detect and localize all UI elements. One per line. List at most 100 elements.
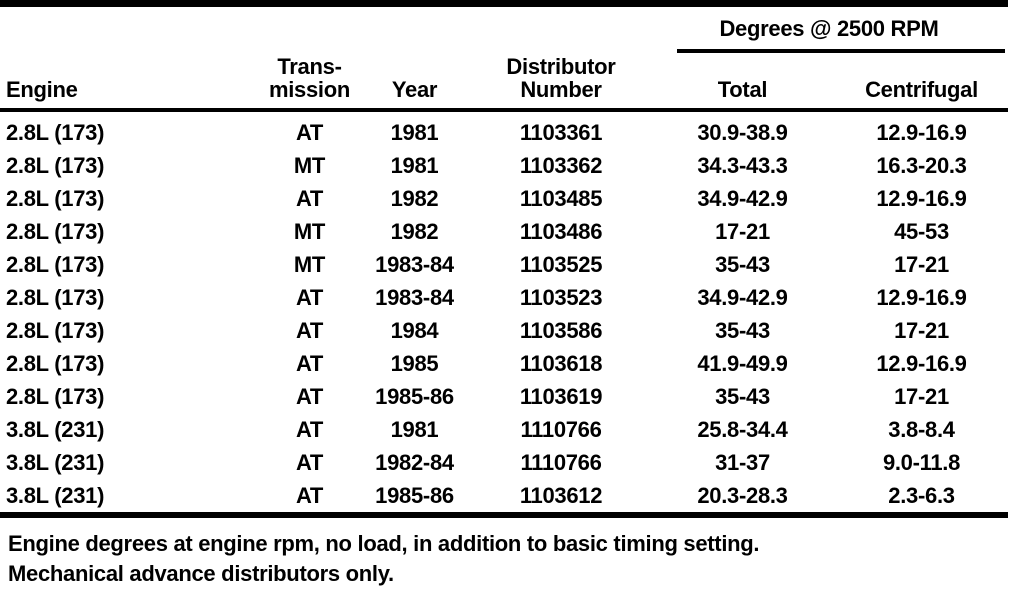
cell-distributor-number: 1103485 — [519, 185, 603, 211]
cell-year: 1985-86 — [375, 383, 454, 409]
cell-engine: 2.8L (173) — [6, 284, 105, 310]
table-row: 2.8L (173) AT 1981 1103361 30.9-38.9 12.9-16.… — [0, 110, 1008, 149]
cell-total: 25.8-34.4 — [697, 416, 788, 442]
cell-transmission: AT — [295, 185, 324, 211]
cell-total: 20.3-28.3 — [697, 482, 788, 508]
cell-total: 35-43 — [715, 251, 770, 277]
cell-centrifugal: 45-53 — [894, 218, 949, 244]
group-header-degrees: Degrees @ 2500 RPM — [650, 4, 1008, 53]
cell-total: 35-43 — [715, 317, 770, 343]
cell-distributor-number: 1103361 — [519, 119, 603, 145]
cell-total: 34.9-42.9 — [697, 185, 788, 211]
column-header-transmission-line2: mission — [268, 77, 351, 102]
cell-transmission: AT — [295, 482, 324, 508]
table-row: 2.8L (173) AT 1985-86 1103619 35-43 17-21 — [0, 380, 1008, 413]
cell-centrifugal: 17-21 — [894, 251, 949, 277]
column-header-transmission: Trans- mission — [262, 53, 357, 112]
cell-centrifugal: 16.3-20.3 — [876, 152, 967, 178]
cell-transmission: AT — [295, 119, 324, 145]
cell-engine: 2.8L (173) — [6, 350, 105, 376]
cell-distributor-number: 1103586 — [519, 317, 603, 343]
cell-year: 1981 — [390, 416, 439, 442]
group-header-underline — [677, 49, 1005, 53]
cell-transmission: AT — [295, 284, 324, 310]
footnote-line-1: Engine degrees at engine rpm, no load, i… — [8, 531, 760, 556]
cell-distributor-number: 1103618 — [519, 350, 603, 376]
cell-transmission: MT — [293, 251, 326, 277]
cell-transmission: AT — [295, 317, 324, 343]
cell-centrifugal: 3.8-8.4 — [888, 416, 955, 442]
column-header-distributor-line1: Distributor — [506, 54, 616, 79]
cell-total: 30.9-38.9 — [697, 119, 788, 145]
cell-total: 34.3-43.3 — [697, 152, 788, 178]
table-row: 3.8L (231) AT 1981 1110766 25.8-34.4 3.8-8.4 — [0, 413, 1008, 446]
cell-transmission: AT — [295, 350, 324, 376]
cell-centrifugal: 12.9-16.9 — [876, 119, 967, 145]
cell-year: 1985-86 — [375, 482, 454, 508]
cell-transmission: AT — [295, 416, 324, 442]
cell-engine: 3.8L (231) — [6, 449, 105, 475]
cell-centrifugal: 12.9-16.9 — [876, 284, 967, 310]
cell-year: 1983-84 — [375, 284, 454, 310]
column-header-transmission-line1: Trans- — [277, 54, 342, 79]
cell-year: 1981 — [390, 119, 439, 145]
cell-engine: 3.8L (231) — [6, 482, 105, 508]
distributor-advance-spec-table: Degrees @ 2500 RPM Engine Trans- mission… — [0, 0, 1008, 518]
cell-transmission: MT — [293, 218, 326, 244]
table-row: 2.8L (173) MT 1983-84 1103525 35-43 17-21 — [0, 248, 1008, 281]
table-row: 2.8L (173) AT 1985 1103618 41.9-49.9 12.9-16.… — [0, 347, 1008, 380]
cell-engine: 2.8L (173) — [6, 317, 105, 343]
cell-total: 35-43 — [715, 383, 770, 409]
table-row: 2.8L (173) MT 1982 1103486 17-21 45-53 — [0, 215, 1008, 248]
cell-transmission: AT — [295, 449, 324, 475]
cell-distributor-number: 1110766 — [520, 449, 602, 475]
cell-year: 1982 — [390, 218, 439, 244]
cell-year: 1983-84 — [375, 251, 454, 277]
column-header-year: Year — [357, 53, 472, 112]
table-header: Degrees @ 2500 RPM Engine Trans- mission… — [0, 4, 1008, 112]
cell-year: 1982-84 — [375, 449, 454, 475]
footnote-line-2: Mechanical advance distributors only. — [8, 561, 394, 586]
cell-total: 34.9-42.9 — [697, 284, 788, 310]
table-row: 2.8L (173) AT 1983-84 1103523 34.9-42.9 12.9-… — [0, 281, 1008, 314]
cell-distributor-number: 1110766 — [520, 416, 602, 442]
cell-engine: 2.8L (173) — [6, 152, 105, 178]
cell-centrifugal: 2.3-6.3 — [888, 482, 955, 508]
table-row: 2.8L (173) MT 1981 1103362 34.3-43.3 16.3-20.… — [0, 149, 1008, 182]
cell-distributor-number: 1103525 — [519, 251, 603, 277]
table-row: 3.8L (231) AT 1982-84 1110766 31-37 9.0-11.8 — [0, 446, 1008, 479]
group-header-row: Degrees @ 2500 RPM — [0, 4, 1008, 53]
cell-year: 1984 — [390, 317, 439, 343]
cell-distributor-number: 1103486 — [519, 218, 603, 244]
column-header-distributor-line2: Number — [520, 77, 602, 102]
column-header-centrifugal-label: Centrifugal — [865, 77, 978, 102]
group-header-degrees-label: Degrees @ 2500 RPM — [719, 16, 939, 41]
cell-engine: 2.8L (173) — [6, 251, 105, 277]
cell-year: 1982 — [390, 185, 439, 211]
cell-engine: 2.8L (173) — [6, 383, 105, 409]
column-header-row: Engine Trans- mission Year Distributor N… — [0, 53, 1008, 112]
cell-distributor-number: 1103612 — [519, 482, 603, 508]
column-header-engine: Engine — [0, 53, 262, 112]
table-row: 3.8L (231) AT 1985-86 1103612 20.3-28.3 2.3-6… — [0, 479, 1008, 515]
cell-centrifugal: 9.0-11.8 — [882, 449, 961, 475]
cell-year: 1985 — [390, 350, 439, 376]
cell-total: 41.9-49.9 — [697, 350, 788, 376]
table-body: 2.8L (173) AT 1981 1103361 30.9-38.9 12.9-16.… — [0, 110, 1008, 515]
column-header-engine-label: Engine — [6, 77, 78, 102]
cell-distributor-number: 1103523 — [519, 284, 603, 310]
cell-distributor-number: 1103362 — [519, 152, 603, 178]
column-header-total-label: Total — [717, 77, 768, 102]
cell-total: 31-37 — [715, 449, 770, 475]
cell-centrifugal: 12.9-16.9 — [876, 185, 967, 211]
table-row: 2.8L (173) AT 1984 1103586 35-43 17-21 — [0, 314, 1008, 347]
column-header-centrifugal: Centrifugal — [835, 53, 1008, 112]
cell-total: 17-21 — [715, 218, 770, 244]
cell-engine: 2.8L (173) — [6, 218, 105, 244]
cell-engine: 3.8L (231) — [6, 416, 105, 442]
cell-distributor-number: 1103619 — [519, 383, 603, 409]
cell-transmission: AT — [295, 383, 324, 409]
cell-engine: 2.8L (173) — [6, 185, 105, 211]
cell-centrifugal: 17-21 — [894, 317, 949, 343]
